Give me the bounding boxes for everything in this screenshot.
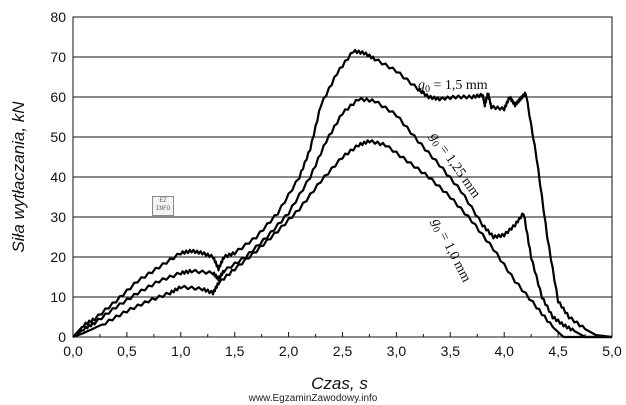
series-lines: [72, 48, 613, 339]
watermark-url: www.EgzaminZawodowy.info: [248, 393, 378, 404]
x-tick-label: 4,0: [494, 343, 514, 359]
y-tick-label: 0: [58, 329, 66, 345]
x-tick-label: 2,5: [333, 343, 353, 359]
x-tick-label: 3,5: [441, 343, 461, 359]
x-tick-label: 3,0: [387, 343, 407, 359]
series-line-2: [72, 96, 612, 339]
y-tick-label: 20: [50, 249, 66, 265]
series-line-3: [72, 139, 612, 339]
x-tick-label: 1,0: [171, 343, 191, 359]
x-tick-label: 2,0: [279, 343, 299, 359]
y-tick-label: 30: [50, 209, 66, 225]
y-tick-label: 10: [50, 289, 66, 305]
y-axis-title: Siła wytłaczania, kN: [9, 101, 28, 253]
y-tick-label: 50: [50, 129, 66, 145]
x-tick-label: 4,5: [548, 343, 568, 359]
x-tick-label: 0,0: [63, 343, 83, 359]
series-annotation-2: g0 = 1,25 mm: [425, 130, 483, 203]
x-tick-label: 1,5: [225, 343, 245, 359]
y-tick-label: 60: [50, 89, 66, 105]
x-axis-title: Czas, s: [311, 374, 368, 393]
y-tick-label: 40: [50, 169, 66, 185]
series-annotation-3: g0 = 1,0 mm: [427, 216, 474, 286]
series-line-1: [72, 48, 613, 339]
y-tick-label: 80: [50, 9, 66, 25]
x-tick-label: 5,0: [602, 343, 622, 359]
y-tick-label: 70: [50, 49, 66, 65]
site-logo: EZ INFO: [152, 196, 174, 216]
series-annotation-1: g0 = 1,5 mm: [418, 78, 488, 95]
x-axis-ticks: 0,0 0,5 1,0 1,5 2,0 2,5 3,0 3,5 4,0 4,5 5,0: [63, 332, 622, 359]
x-tick-label: 0,5: [117, 343, 137, 359]
y-axis-ticks: 0 10 20 30 40 50 60 70 80: [50, 9, 78, 345]
